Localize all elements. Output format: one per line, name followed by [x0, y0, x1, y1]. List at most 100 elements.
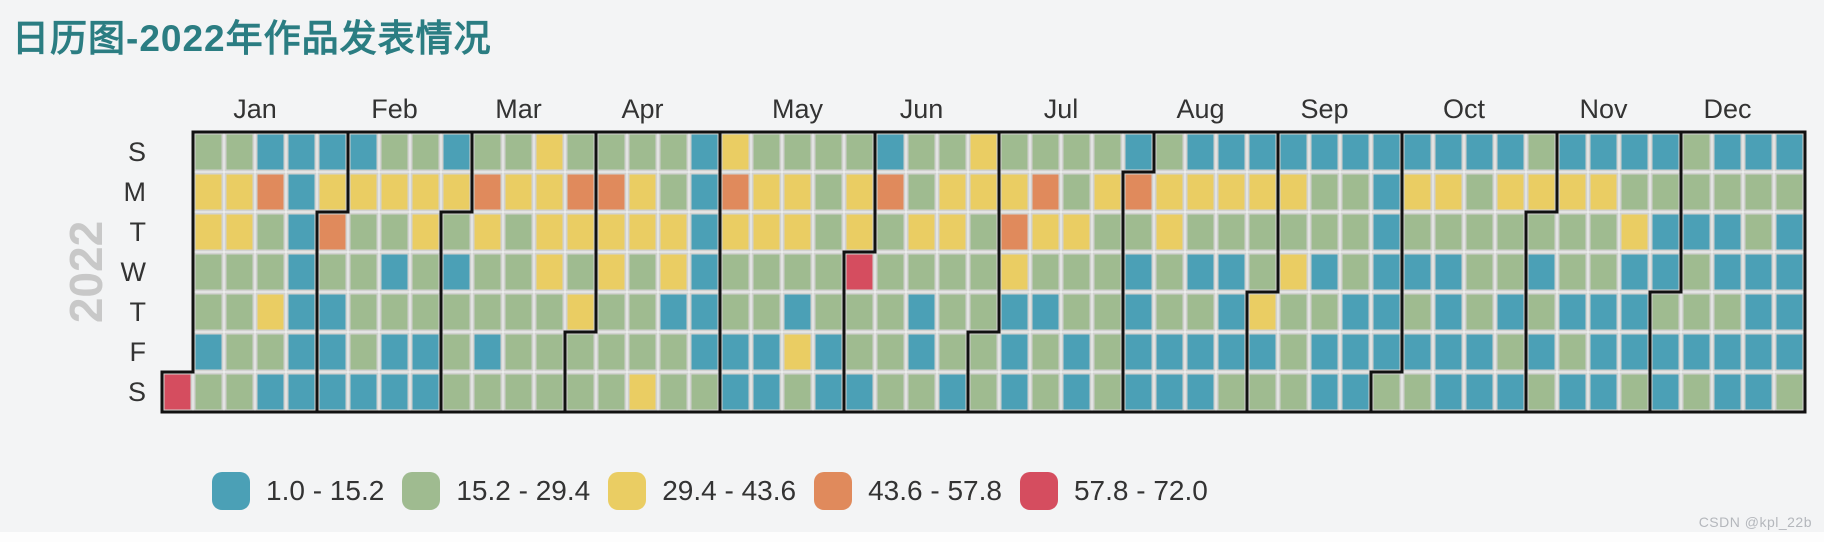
calendar-cell[interactable]: [1464, 332, 1495, 372]
calendar-cell[interactable]: [286, 172, 317, 212]
calendar-cell[interactable]: [1092, 292, 1123, 332]
calendar-cell[interactable]: [255, 212, 286, 252]
calendar-cell[interactable]: [1216, 212, 1247, 252]
calendar-cell[interactable]: [1433, 132, 1464, 172]
calendar-cell[interactable]: [193, 212, 224, 252]
calendar-cell[interactable]: [813, 292, 844, 332]
calendar-cell[interactable]: [379, 332, 410, 372]
calendar-cell[interactable]: [720, 212, 751, 252]
calendar-cell[interactable]: [565, 172, 596, 212]
calendar-cell[interactable]: [1030, 372, 1061, 412]
calendar-cell[interactable]: [255, 252, 286, 292]
calendar-cell[interactable]: [1030, 212, 1061, 252]
calendar-cell[interactable]: [441, 372, 472, 412]
calendar-cell[interactable]: [472, 172, 503, 212]
calendar-cell[interactable]: [1061, 132, 1092, 172]
calendar-cell[interactable]: [1619, 372, 1650, 412]
calendar-cell[interactable]: [906, 132, 937, 172]
calendar-cell[interactable]: [1681, 172, 1712, 212]
calendar-cell[interactable]: [286, 212, 317, 252]
calendar-cell[interactable]: [317, 372, 348, 412]
calendar-cell[interactable]: [1650, 372, 1681, 412]
calendar-cell[interactable]: [1371, 292, 1402, 332]
calendar-cell[interactable]: [1061, 292, 1092, 332]
calendar-cell[interactable]: [658, 212, 689, 252]
calendar-cell[interactable]: [379, 172, 410, 212]
calendar-cell[interactable]: [1154, 372, 1185, 412]
calendar-cell[interactable]: [255, 292, 286, 332]
calendar-cell[interactable]: [1309, 292, 1340, 332]
calendar-cell[interactable]: [782, 172, 813, 212]
calendar-cell[interactable]: [596, 372, 627, 412]
calendar-cell[interactable]: [317, 252, 348, 292]
calendar-cell[interactable]: [1526, 372, 1557, 412]
calendar-cell[interactable]: [472, 252, 503, 292]
calendar-cell[interactable]: [1154, 212, 1185, 252]
calendar-cell[interactable]: [1247, 172, 1278, 212]
calendar-cell[interactable]: [937, 292, 968, 332]
calendar-cell[interactable]: [1030, 332, 1061, 372]
calendar-cell[interactable]: [1309, 172, 1340, 212]
calendar-cell[interactable]: [782, 212, 813, 252]
calendar-cell[interactable]: [1433, 212, 1464, 252]
calendar-cell[interactable]: [1557, 372, 1588, 412]
calendar-cell[interactable]: [1619, 292, 1650, 332]
calendar-cell[interactable]: [1340, 212, 1371, 252]
calendar-cell[interactable]: [1557, 132, 1588, 172]
calendar-cell[interactable]: [1185, 372, 1216, 412]
calendar-cell[interactable]: [1712, 372, 1743, 412]
calendar-cell[interactable]: [689, 172, 720, 212]
calendar-cell[interactable]: [1495, 252, 1526, 292]
calendar-cell[interactable]: [503, 132, 534, 172]
calendar-cell[interactable]: [1526, 172, 1557, 212]
calendar-cell[interactable]: [348, 172, 379, 212]
calendar-cell[interactable]: [348, 212, 379, 252]
calendar-cell[interactable]: [317, 132, 348, 172]
calendar-cell[interactable]: [1340, 132, 1371, 172]
calendar-cell[interactable]: [1154, 292, 1185, 332]
calendar-cell[interactable]: [1185, 132, 1216, 172]
calendar-cell[interactable]: [596, 172, 627, 212]
calendar-cell[interactable]: [1247, 292, 1278, 332]
calendar-cell[interactable]: [1185, 332, 1216, 372]
calendar-cell[interactable]: [968, 252, 999, 292]
calendar-cell[interactable]: [1309, 372, 1340, 412]
calendar-cell[interactable]: [224, 332, 255, 372]
calendar-cell[interactable]: [503, 212, 534, 252]
calendar-cell[interactable]: [1588, 132, 1619, 172]
calendar-cell[interactable]: [1557, 332, 1588, 372]
calendar-cell[interactable]: [1712, 292, 1743, 332]
calendar-cell[interactable]: [1247, 212, 1278, 252]
calendar-cell[interactable]: [503, 332, 534, 372]
calendar-cell[interactable]: [658, 372, 689, 412]
calendar-cell[interactable]: [751, 212, 782, 252]
calendar-cell[interactable]: [410, 332, 441, 372]
calendar-cell[interactable]: [1030, 292, 1061, 332]
legend-item[interactable]: 43.6 - 57.8: [814, 472, 1002, 510]
calendar-cell[interactable]: [968, 172, 999, 212]
calendar-cell[interactable]: [1743, 372, 1774, 412]
calendar-cell[interactable]: [1774, 372, 1805, 412]
calendar-cell[interactable]: [1650, 252, 1681, 292]
calendar-cell[interactable]: [193, 252, 224, 292]
calendar-cell[interactable]: [410, 212, 441, 252]
calendar-cell[interactable]: [1123, 172, 1154, 212]
calendar-cell[interactable]: [1371, 252, 1402, 292]
calendar-cell[interactable]: [255, 372, 286, 412]
calendar-cell[interactable]: [1588, 252, 1619, 292]
calendar-cell[interactable]: [1309, 212, 1340, 252]
calendar-cell[interactable]: [658, 132, 689, 172]
calendar-cell[interactable]: [875, 372, 906, 412]
calendar-cell[interactable]: [1526, 332, 1557, 372]
calendar-cell[interactable]: [1433, 292, 1464, 332]
calendar-cell[interactable]: [1061, 332, 1092, 372]
calendar-cell[interactable]: [1526, 292, 1557, 332]
calendar-cell[interactable]: [1712, 332, 1743, 372]
calendar-cell[interactable]: [1247, 372, 1278, 412]
calendar-cell[interactable]: [1216, 372, 1247, 412]
calendar-cell[interactable]: [1526, 212, 1557, 252]
calendar-cell[interactable]: [1619, 252, 1650, 292]
calendar-cell[interactable]: [1650, 132, 1681, 172]
calendar-cell[interactable]: [782, 252, 813, 292]
calendar-cell[interactable]: [968, 332, 999, 372]
